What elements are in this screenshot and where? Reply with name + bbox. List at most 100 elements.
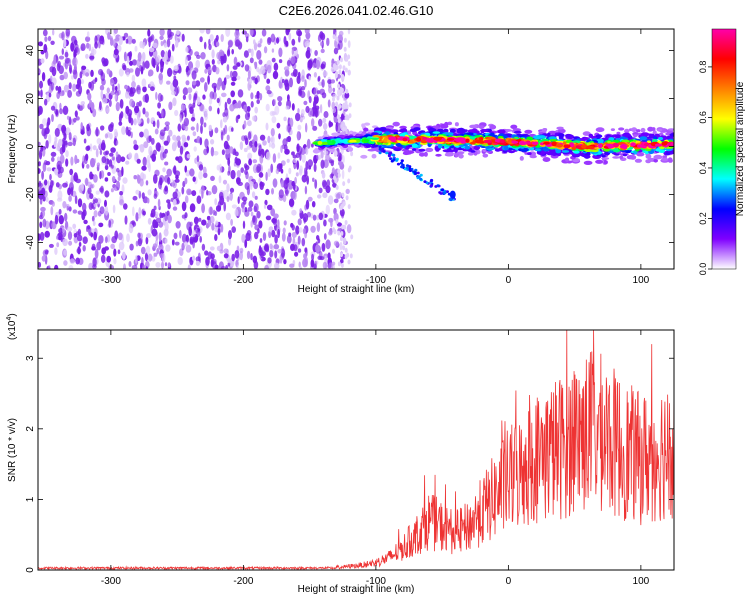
spectrogram-noise-speckle — [86, 126, 92, 137]
spectrogram-signal-cell — [418, 152, 426, 157]
spectrogram-noise-speckle — [38, 161, 41, 167]
spectrogram-noise-speckle — [320, 64, 326, 69]
spectrogram-noise-speckle — [338, 161, 344, 166]
spectrogram-noise-speckle — [270, 128, 275, 137]
spectrogram-noise-speckle — [318, 212, 324, 221]
spectrogram-noise-speckle — [327, 99, 331, 108]
spectrogram-noise-speckle — [337, 155, 342, 163]
spectrogram-noise-speckle — [122, 251, 126, 260]
spectrogram-noise-speckle — [92, 264, 97, 269]
spectrogram-noise-speckle — [63, 260, 68, 266]
spectrogram-noise-speckle — [256, 90, 260, 100]
spectrogram-signal-cell — [622, 153, 628, 157]
spectrogram-noise-speckle — [274, 234, 278, 244]
spectrogram-noise-speckle — [148, 69, 154, 77]
spectrogram-noise-speckle — [155, 262, 161, 268]
spectrogram-noise-speckle — [146, 197, 150, 204]
spectrogram-noise-speckle — [252, 159, 258, 164]
spectrogram-signal-cell — [504, 145, 509, 151]
spectrogram-signal-cell — [436, 128, 444, 133]
spectrogram-signal-cell — [608, 137, 615, 141]
spectrogram-noise-speckle — [86, 31, 90, 38]
spectrogram-signal-cell — [393, 148, 402, 152]
spectrogram-noise-speckle — [99, 101, 102, 111]
spectrogram-secondary-cell — [387, 154, 391, 158]
spectrogram-noise-speckle — [233, 56, 238, 66]
spectrogram-noise-speckle — [230, 218, 234, 226]
spectrogram-noise-speckle — [98, 222, 104, 228]
spectrogram-signal-cell — [360, 154, 368, 159]
spectrogram-noise-speckle — [158, 221, 164, 228]
spectrogram-noise-speckle — [119, 191, 123, 196]
spectrogram-noise-speckle — [181, 214, 186, 219]
spectrogram-noise-speckle — [339, 208, 345, 217]
spectrogram-noise-speckle — [293, 158, 297, 164]
spectrogram-noise-speckle — [159, 212, 163, 219]
spectrogram-secondary-cell — [378, 147, 382, 151]
spectrogram-noise-speckle — [166, 135, 171, 144]
spectrogram-noise-speckle — [69, 64, 72, 74]
spectrogram-noise-speckle — [271, 57, 276, 63]
spectrogram-noise-speckle — [106, 107, 110, 113]
spectrogram-noise-speckle — [182, 87, 189, 96]
spectrogram-noise-speckle — [309, 58, 314, 67]
spectrogram-noise-speckle — [223, 77, 227, 86]
spectrogram-noise-speckle — [161, 261, 164, 269]
spectrogram-noise-speckle — [332, 248, 335, 254]
spectrogram-signal-cell — [651, 127, 656, 131]
spectrogram-noise-speckle — [213, 151, 219, 156]
spectrogram-noise-speckle — [313, 72, 317, 78]
spectrogram-signal-cell — [667, 128, 674, 131]
spectrogram-noise-speckle — [265, 171, 268, 181]
spectrogram-noise-speckle — [283, 116, 287, 122]
spectrogram-signal-cell — [456, 127, 466, 132]
spectrogram-noise-speckle — [140, 262, 143, 269]
spectrogram-noise-speckle — [191, 70, 197, 80]
spectrogram-noise-speckle — [191, 80, 197, 86]
spectrogram-signal-cell — [508, 150, 516, 154]
spectrogram-signal-cell — [401, 128, 408, 133]
spectrogram-noise-speckle — [251, 76, 256, 81]
spectrogram-signal-cell — [445, 151, 455, 156]
spectrogram-signal-cell — [612, 156, 620, 159]
spectrogram-noise-speckle — [250, 101, 254, 108]
spectrogram-noise-speckle — [99, 84, 105, 91]
spectrogram-signal-cell — [425, 147, 434, 153]
spectrogram-noise-speckle — [142, 156, 147, 167]
spectrogram-signal-cell — [636, 144, 643, 148]
spectrogram-noise-speckle — [87, 92, 92, 101]
x-tick-label: -300 — [101, 275, 121, 286]
spectrogram-noise-speckle — [242, 220, 246, 229]
spectrogram-noise-speckle — [123, 203, 128, 210]
spectrogram-noise-speckle — [169, 32, 174, 37]
spectrogram-noise-speckle — [98, 235, 104, 244]
spectrogram-noise-speckle — [142, 210, 146, 216]
spectrogram-noise-speckle — [327, 195, 334, 205]
spectrogram-noise-speckle — [283, 179, 289, 190]
spectrogram-noise-speckle — [273, 62, 279, 71]
spectrogram-noise-speckle — [256, 210, 261, 219]
spectrogram-noise-speckle — [339, 90, 343, 96]
spectrogram-signal-cell — [416, 136, 421, 142]
spectrogram-noise-speckle — [315, 244, 320, 253]
spectrogram-signal-cell — [658, 149, 665, 153]
spectrogram-signal-cell — [639, 136, 648, 141]
spectrogram-noise-speckle — [189, 106, 194, 114]
spectrogram-noise-speckle — [99, 35, 105, 45]
spectrogram-noise-speckle — [144, 93, 149, 104]
spectrogram-noise-speckle — [101, 78, 106, 86]
spectrogram-noise-speckle — [347, 204, 351, 210]
spectrogram-noise-speckle — [276, 37, 280, 44]
spectrogram-noise-speckle — [130, 131, 133, 139]
spectrogram-noise-speckle — [189, 203, 196, 213]
spectrogram-noise-speckle — [204, 138, 209, 149]
spectrogram-noise-speckle — [321, 242, 326, 252]
spectrogram-noise-speckle — [174, 178, 180, 183]
spectrogram-noise-speckle — [336, 222, 342, 227]
spectrogram-noise-speckle — [340, 231, 344, 236]
spectrogram-noise-speckle — [58, 55, 65, 60]
spectrogram-noise-speckle — [68, 82, 72, 90]
spectrogram-noise-speckle — [187, 87, 193, 94]
spectrogram-noise-speckle — [285, 105, 290, 110]
colorbar-gradient — [711, 28, 737, 270]
